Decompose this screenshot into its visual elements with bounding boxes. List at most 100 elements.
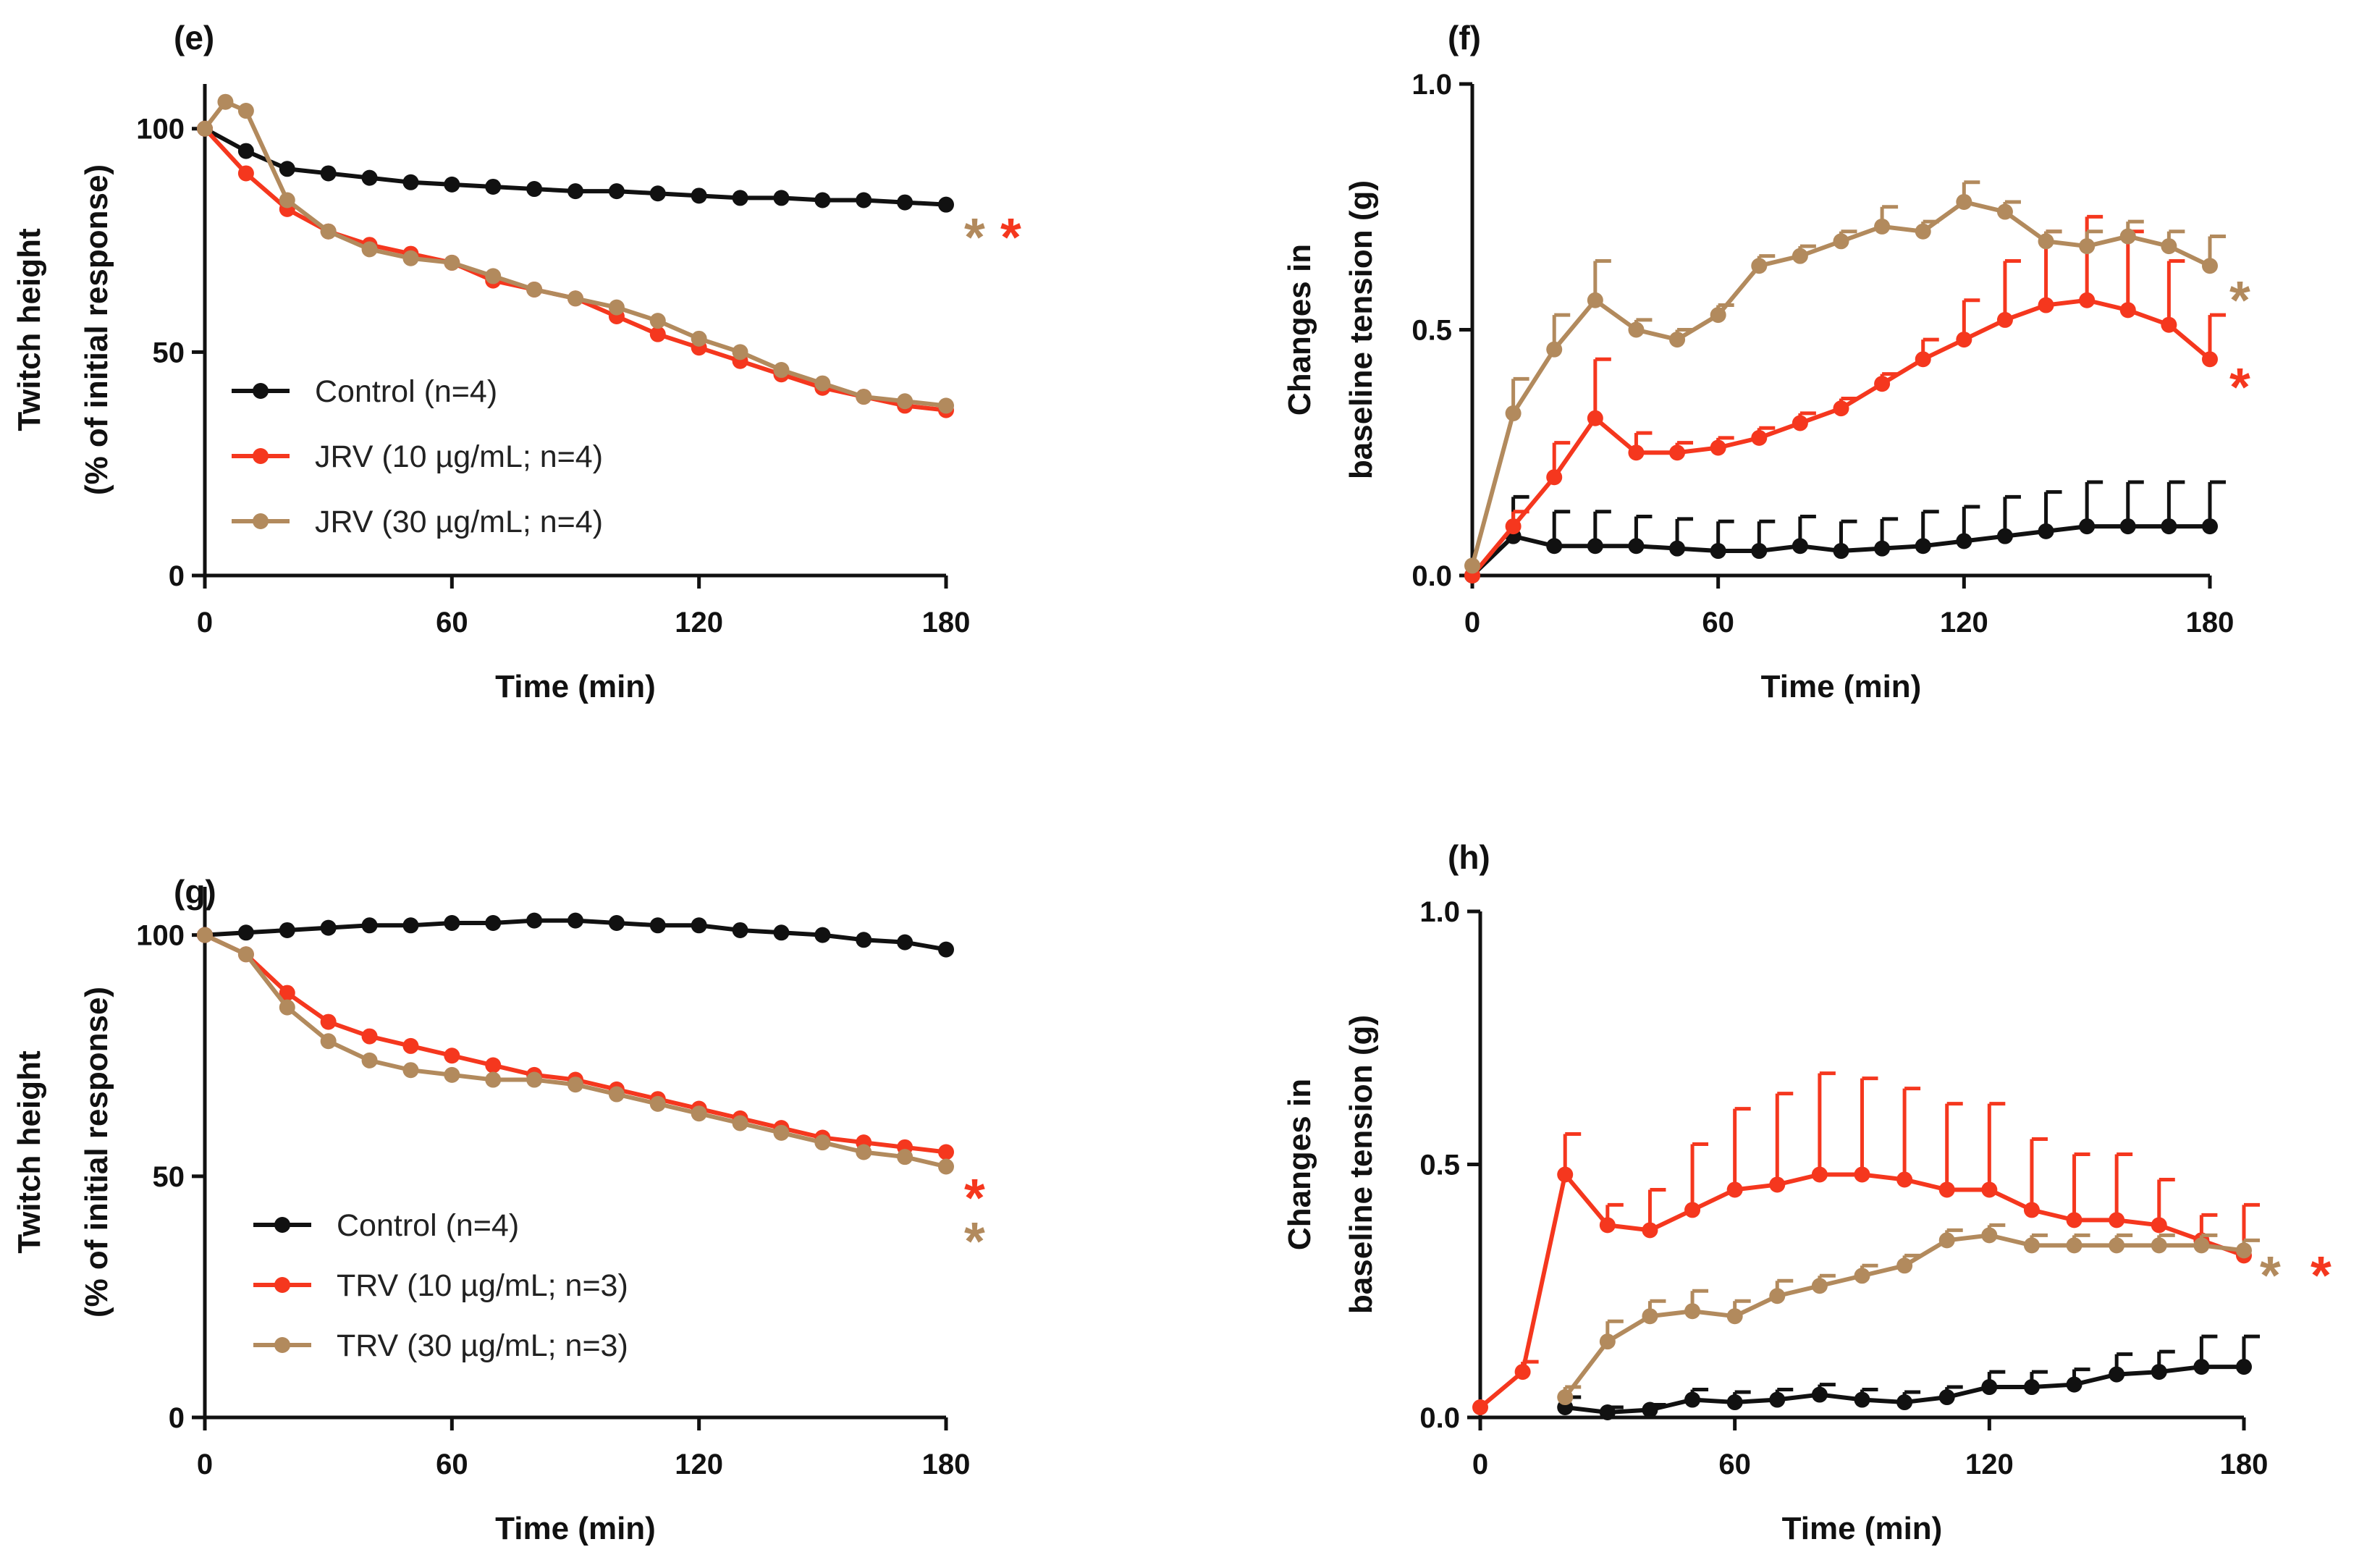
data-point [485, 268, 502, 284]
data-point [691, 330, 707, 347]
data-point [361, 917, 378, 934]
significance-star: * [2260, 1245, 2281, 1305]
x-tick-label: 180 [2220, 1449, 2269, 1480]
data-point [2038, 233, 2054, 250]
data-point [1472, 1399, 1488, 1416]
data-point [1546, 469, 1563, 486]
data-point [2161, 238, 2177, 255]
data-point [1896, 1257, 1913, 1274]
data-point [485, 1071, 502, 1088]
data-point [1628, 321, 1645, 338]
series-line [203, 99, 947, 408]
series-line [203, 932, 947, 1155]
data-point [1981, 1227, 1998, 1244]
data-point [567, 290, 583, 307]
data-point [1684, 1303, 1701, 1320]
x-tick-label: 60 [1702, 607, 1734, 638]
data-point [1938, 1181, 1955, 1198]
data-point [485, 178, 502, 195]
legend-marker [274, 1337, 290, 1353]
y-tick-label: 0.5 [1419, 1150, 1460, 1181]
x-axis-title: Time (min) [1782, 1511, 1943, 1546]
data-point [938, 1144, 954, 1160]
significance-star: * [964, 1211, 985, 1271]
series-high: * [197, 93, 985, 414]
data-point [526, 281, 543, 298]
data-point [1854, 1268, 1870, 1284]
y-axis-title: (% of initial response) [79, 164, 114, 495]
y-tick-label: 50 [153, 1161, 185, 1193]
legend-marker [253, 383, 269, 399]
data-point [2109, 1237, 2125, 1254]
data-point [1599, 1217, 1616, 1234]
data-point [897, 194, 913, 211]
significance-star: * [2229, 270, 2250, 330]
data-point [608, 299, 625, 316]
data-point [1642, 1401, 1658, 1418]
data-point [2193, 1359, 2210, 1375]
data-point [1669, 540, 1686, 557]
data-point [649, 1095, 666, 1112]
data-point [237, 946, 254, 963]
series-low: * [1464, 214, 2250, 583]
series-line [1470, 199, 2211, 567]
data-point [2202, 518, 2218, 535]
y-tick-label: 0.0 [1411, 560, 1452, 592]
significance-star: * [2311, 1245, 2331, 1305]
data-point [444, 1066, 460, 1083]
data-point [361, 1028, 378, 1045]
data-point [814, 375, 831, 392]
data-point [1642, 1308, 1658, 1325]
y-axis-title: Twitch height [12, 228, 47, 431]
y-tick-label: 1.0 [1411, 69, 1452, 101]
significance-star: * [964, 207, 985, 267]
data-point [2236, 1242, 2252, 1259]
data-point [1938, 1389, 1955, 1406]
data-point [320, 919, 337, 936]
data-point [732, 922, 748, 938]
data-point [485, 914, 502, 931]
legend: Control (n=4) JRV (10 µg/mL; n=4) JRV (30 … [232, 374, 603, 539]
series-low: * [1472, 1071, 2331, 1416]
data-point [2023, 1202, 2040, 1218]
data-point [2038, 523, 2054, 539]
data-point [2079, 292, 2096, 308]
x-tick-label: 120 [1940, 607, 1988, 638]
data-point [1792, 415, 1808, 431]
x-tick-label: 120 [675, 1449, 723, 1480]
data-point [567, 1076, 583, 1093]
data-point [773, 1124, 790, 1141]
data-point [1938, 1232, 1955, 1249]
data-point [526, 1071, 543, 1088]
data-point [1514, 1364, 1531, 1381]
data-point [1896, 1171, 1913, 1188]
y-tick-label: 1.0 [1419, 896, 1460, 928]
data-point [237, 165, 254, 182]
chart-panel-f: (f) 0 60 120 180 0.0 0.5 1.0 Time (min) Changes i… [1282, 19, 2250, 704]
data-point [444, 254, 460, 271]
data-point [1981, 1379, 1998, 1396]
data-point [237, 103, 254, 119]
data-point [773, 362, 790, 379]
data-point [197, 120, 213, 137]
y-axis-title: Changes in [1282, 244, 1317, 416]
data-point [237, 924, 254, 941]
series-high: * [197, 927, 985, 1271]
data-point [1915, 223, 1931, 240]
data-point [1726, 1181, 1743, 1198]
data-point [1769, 1288, 1786, 1304]
y-axis-title: baseline tension (g) [1343, 180, 1379, 479]
data-point [1996, 528, 2013, 544]
data-point [2119, 302, 2136, 319]
data-point [402, 174, 419, 190]
y-axis-title: baseline tension (g) [1343, 1015, 1379, 1314]
x-tick-label: 0 [1464, 607, 1480, 638]
data-point [1505, 405, 1522, 421]
data-point [279, 922, 295, 938]
y-tick-label: 50 [153, 337, 185, 368]
data-point [1587, 538, 1603, 555]
data-point [1811, 1278, 1828, 1294]
data-point [2079, 518, 2096, 535]
data-point [1587, 292, 1603, 308]
data-point [1874, 376, 1891, 392]
